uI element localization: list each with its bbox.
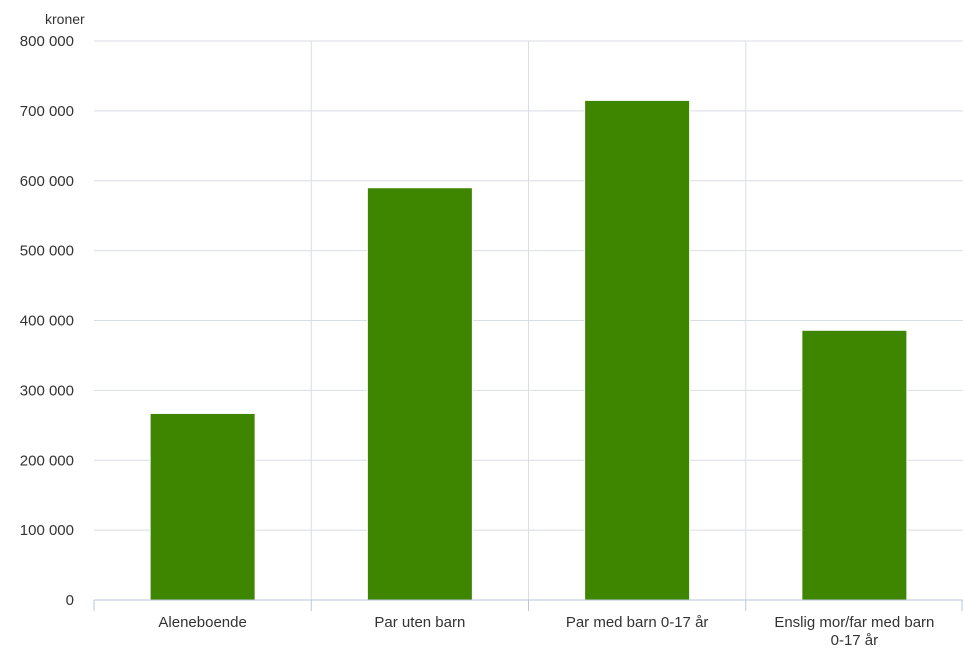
category-separators <box>310 41 747 600</box>
y-axis-unit-label: kroner <box>45 11 85 27</box>
x-tick-label: Par uten barn <box>374 614 465 631</box>
y-tick-label: 700 000 <box>20 103 74 120</box>
bars <box>149 99 908 601</box>
y-tick-label: 600 000 <box>20 173 74 190</box>
bar <box>584 99 691 601</box>
x-axis <box>93 599 963 611</box>
x-tick-label: Aleneboende <box>158 614 246 631</box>
y-tick-label: 800 000 <box>20 33 74 50</box>
y-tick-labels: 0 100 000 200 000 300 000 400 000 500 000 600 … <box>20 33 74 609</box>
x-tick-labels: Aleneboende Par uten barn Par med barn 0-1… <box>158 614 934 649</box>
bar <box>366 187 473 601</box>
y-tick-label: 200 000 <box>20 452 74 469</box>
x-tick-label: Enslig mor/far med barn 0-17 år <box>774 614 934 649</box>
y-tick-label: 500 000 <box>20 243 74 260</box>
y-tick-label: 300 000 <box>20 382 74 399</box>
bar <box>149 412 256 601</box>
bar <box>801 329 908 601</box>
x-tick-label: Par med barn 0-17 år <box>566 614 709 631</box>
y-tick-label: 0 <box>66 592 74 609</box>
y-tick-label: 400 000 <box>20 313 74 330</box>
y-tick-label: 100 000 <box>20 522 74 539</box>
